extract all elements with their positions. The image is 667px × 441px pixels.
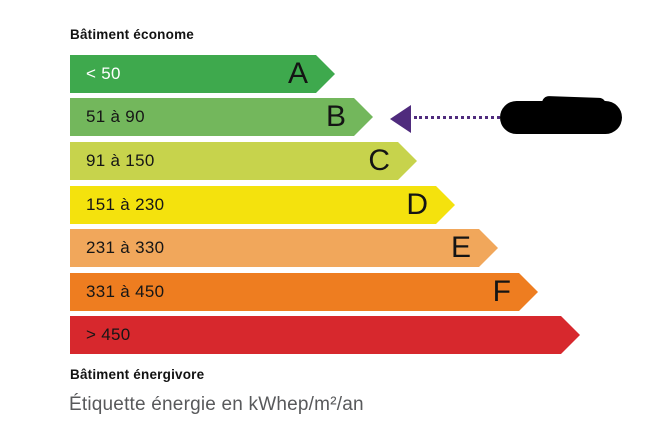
band-letter: B: [325, 100, 346, 133]
band-range-label: 51 à 90: [86, 107, 145, 126]
dotted-connector-line: [414, 116, 500, 119]
scale-bottom-label: Bâtiment énergivore: [70, 367, 205, 382]
band-range-label: 231 à 330: [86, 238, 165, 257]
band-row: 91 à 150 C: [70, 142, 417, 180]
selection-arrow-icon: [390, 105, 411, 133]
band-row: > 450: [70, 316, 580, 354]
band-letter: D: [406, 188, 428, 221]
band-letter: E: [450, 231, 471, 264]
band-range-label: < 50: [86, 64, 121, 83]
scale-top-label: Bâtiment économe: [70, 27, 194, 42]
band-row: 231 à 330 E: [70, 229, 498, 267]
band-row: 51 à 90 B: [70, 98, 373, 136]
band-range-label: > 450: [86, 325, 131, 344]
redacted-value-blob: [500, 101, 622, 134]
energy-label-caption: Étiquette énergie en kWhep/m²/an: [69, 394, 364, 415]
band-row: 151 à 230 D: [70, 186, 455, 224]
band-range-label: 331 à 450: [86, 282, 165, 301]
band-range-label: 91 à 150: [86, 151, 155, 170]
band-letter: A: [287, 57, 308, 90]
band-letter: C: [368, 144, 390, 177]
band-row: 331 à 450 F: [70, 273, 538, 311]
band-row: < 50 A: [70, 55, 335, 93]
band-range-label: 151 à 230: [86, 195, 165, 214]
band-letter: F: [492, 275, 511, 308]
